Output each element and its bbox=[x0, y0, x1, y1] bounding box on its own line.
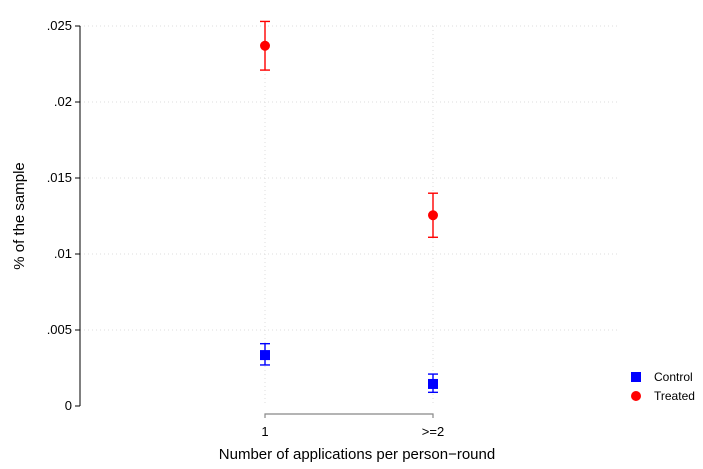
x-axis-label: Number of applications per person−round bbox=[219, 446, 495, 463]
x-tick-label: 1 bbox=[261, 424, 268, 439]
y-tick-label: .025 bbox=[47, 18, 72, 33]
marks-layer bbox=[260, 20, 438, 394]
legend-label-treated: Treated bbox=[654, 389, 695, 403]
y-tick-label: .02 bbox=[54, 94, 72, 109]
x-tick-label: >=2 bbox=[422, 424, 444, 439]
y-tick-label: 0 bbox=[65, 398, 72, 413]
y-tick-label: .01 bbox=[54, 246, 72, 261]
data-point-treated bbox=[260, 40, 270, 51]
data-point-control bbox=[260, 350, 270, 361]
legend-label-control: Control bbox=[654, 370, 693, 384]
x-axis-bracket bbox=[264, 413, 434, 418]
x-tick-layer: 1 >=2 bbox=[261, 424, 444, 439]
y-tick-label: .015 bbox=[47, 170, 72, 185]
y-tick-layer: 0 .005 .01 .015 .02 .025 bbox=[47, 18, 80, 413]
y-axis-label: % of the sample bbox=[11, 162, 28, 270]
legend-marker-treated bbox=[631, 391, 641, 401]
legend: Control Treated bbox=[631, 370, 695, 403]
data-point-control bbox=[428, 378, 438, 389]
data-point-treated bbox=[428, 210, 438, 221]
axes-layer bbox=[79, 26, 434, 418]
legend-marker-control bbox=[631, 372, 641, 382]
grid-layer bbox=[80, 25, 620, 406]
y-tick-label: .005 bbox=[47, 322, 72, 337]
